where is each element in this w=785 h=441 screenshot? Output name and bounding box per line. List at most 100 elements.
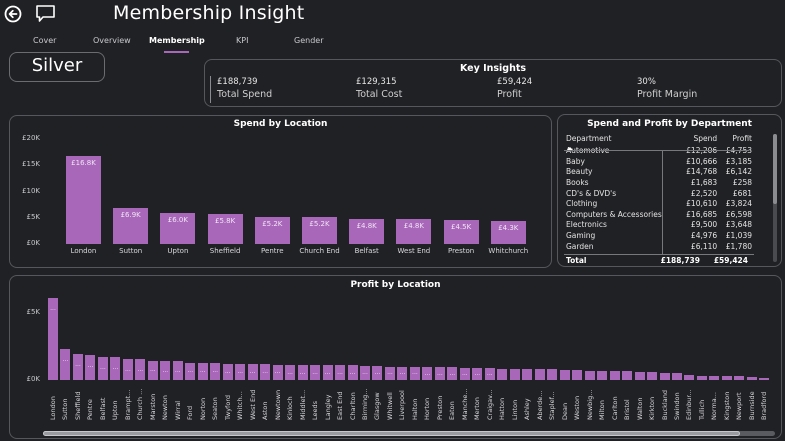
bar[interactable] bbox=[559, 369, 570, 380]
bar[interactable] bbox=[547, 369, 558, 380]
bar[interactable]: ... bbox=[160, 361, 171, 380]
bar[interactable] bbox=[572, 369, 583, 380]
x-tick-label: Upton bbox=[111, 400, 120, 420]
bar[interactable]: £6.0K bbox=[160, 212, 196, 244]
data-label: ... bbox=[50, 305, 56, 313]
column-header-profit[interactable]: Profit bbox=[732, 134, 752, 143]
bar[interactable]: £16.8K bbox=[66, 155, 101, 244]
bar[interactable] bbox=[609, 371, 620, 380]
bar[interactable]: ... bbox=[422, 367, 433, 380]
table-row[interactable]: Electronics £9,500 £3,648 bbox=[564, 220, 754, 231]
tab-cover[interactable]: Cover bbox=[33, 36, 57, 45]
bar[interactable]: ... bbox=[372, 365, 383, 380]
bar[interactable]: ... bbox=[122, 359, 133, 380]
bar[interactable]: ... bbox=[322, 365, 333, 380]
table-row[interactable]: Gaming £4,976 £1,039 bbox=[564, 231, 754, 242]
bar[interactable] bbox=[522, 368, 533, 380]
horizontal-scrollbar-thumb[interactable] bbox=[43, 431, 740, 436]
bar[interactable]: ... bbox=[447, 367, 458, 380]
bar[interactable] bbox=[659, 372, 670, 380]
table-scrollbar[interactable] bbox=[773, 134, 777, 262]
x-tick-label: Norton bbox=[198, 397, 207, 420]
bar[interactable]: ... bbox=[409, 366, 420, 380]
bar[interactable]: ... bbox=[472, 367, 483, 380]
bar[interactable] bbox=[759, 377, 770, 380]
bar[interactable]: ... bbox=[235, 363, 246, 380]
bar[interactable]: ... bbox=[335, 365, 346, 380]
bar[interactable] bbox=[684, 375, 695, 380]
tab-membership[interactable]: Membership bbox=[149, 36, 205, 45]
bar[interactable]: ... bbox=[260, 363, 271, 380]
bar[interactable]: ... bbox=[147, 360, 158, 380]
bar[interactable]: ... bbox=[48, 298, 58, 380]
bar[interactable]: ... bbox=[97, 357, 108, 380]
bar[interactable]: £5.2K bbox=[302, 216, 337, 244]
table-row[interactable]: Garden £6,110 £1,780 bbox=[564, 241, 754, 252]
profit-cell: £258 bbox=[732, 178, 752, 188]
tab-overview[interactable]: Overview bbox=[93, 36, 131, 45]
bar[interactable] bbox=[672, 373, 682, 380]
bar[interactable]: ... bbox=[297, 365, 308, 380]
bar[interactable] bbox=[534, 369, 545, 380]
bar[interactable]: ... bbox=[247, 363, 258, 380]
bar[interactable]: ... bbox=[72, 353, 83, 380]
bar[interactable]: ... bbox=[384, 366, 395, 380]
bar[interactable]: ... bbox=[397, 366, 408, 380]
bar[interactable] bbox=[734, 375, 745, 380]
bar[interactable]: £5.2K bbox=[254, 216, 290, 244]
horizontal-scrollbar[interactable] bbox=[43, 431, 775, 436]
bar[interactable]: ... bbox=[210, 362, 221, 380]
bar[interactable]: ... bbox=[197, 362, 208, 380]
bar[interactable] bbox=[584, 370, 595, 380]
table-row[interactable]: Baby £10,666 £3,185 bbox=[564, 157, 754, 168]
bar[interactable] bbox=[597, 370, 608, 380]
bar[interactable] bbox=[497, 368, 508, 380]
column-header-department[interactable]: Department bbox=[566, 134, 612, 143]
table-row[interactable]: Computers & Accessories £16,685 £6,598 bbox=[564, 210, 754, 221]
back-arrow-circle-icon bbox=[4, 5, 22, 23]
table-row[interactable]: CD's & DVD's £2,520 £681 bbox=[564, 188, 754, 199]
bar[interactable]: ... bbox=[310, 365, 321, 380]
column-header-spend[interactable]: Spend bbox=[693, 134, 718, 143]
bar[interactable] bbox=[622, 371, 633, 380]
bar[interactable]: £4.8K bbox=[396, 218, 432, 244]
bar[interactable]: ... bbox=[110, 357, 121, 380]
x-tick-label: Walton bbox=[635, 397, 644, 420]
bar[interactable]: ... bbox=[85, 355, 96, 380]
bar[interactable] bbox=[634, 371, 645, 380]
table-row[interactable]: Automotive£12,206£4,753 bbox=[564, 146, 754, 157]
table-row[interactable]: Beauty £14,768 £6,142 bbox=[564, 167, 754, 178]
sort-ascending-icon[interactable] bbox=[567, 147, 573, 150]
tab-gender[interactable]: Gender bbox=[294, 36, 324, 45]
bar[interactable]: £4.8K bbox=[349, 218, 385, 244]
bar[interactable]: ... bbox=[135, 359, 146, 380]
bar[interactable]: ... bbox=[272, 364, 283, 380]
bar[interactable]: £5.8K bbox=[207, 213, 243, 244]
bar[interactable]: ... bbox=[484, 367, 495, 380]
data-label: ... bbox=[374, 368, 381, 376]
table-row[interactable]: Clothing £10,610 £3,824 bbox=[564, 199, 754, 210]
bar[interactable]: ... bbox=[434, 367, 445, 380]
bar[interactable] bbox=[647, 371, 658, 380]
bar[interactable]: ... bbox=[185, 362, 196, 380]
bar[interactable]: £6.9K bbox=[113, 207, 149, 244]
bar[interactable]: ... bbox=[360, 365, 370, 380]
bar[interactable]: ... bbox=[347, 365, 358, 380]
bar[interactable]: ... bbox=[285, 365, 296, 380]
bar[interactable] bbox=[746, 376, 757, 380]
comment-button[interactable] bbox=[35, 4, 57, 24]
bar[interactable]: ... bbox=[60, 349, 71, 380]
bar[interactable]: ... bbox=[172, 361, 183, 380]
bar[interactable]: ... bbox=[222, 363, 233, 380]
table-row[interactable]: Books £1,683 £258 bbox=[564, 178, 754, 189]
bar[interactable] bbox=[709, 375, 720, 380]
table-scrollbar-thumb[interactable] bbox=[773, 134, 777, 204]
bar[interactable] bbox=[721, 375, 732, 380]
bar[interactable] bbox=[696, 375, 707, 380]
back-button[interactable] bbox=[4, 5, 22, 23]
bar[interactable] bbox=[509, 368, 520, 380]
bar[interactable]: ... bbox=[459, 367, 470, 380]
bar[interactable]: £4.5K bbox=[443, 220, 479, 244]
tab-kpi[interactable]: KPI bbox=[236, 36, 249, 45]
bar[interactable]: £4.3K bbox=[490, 221, 526, 244]
